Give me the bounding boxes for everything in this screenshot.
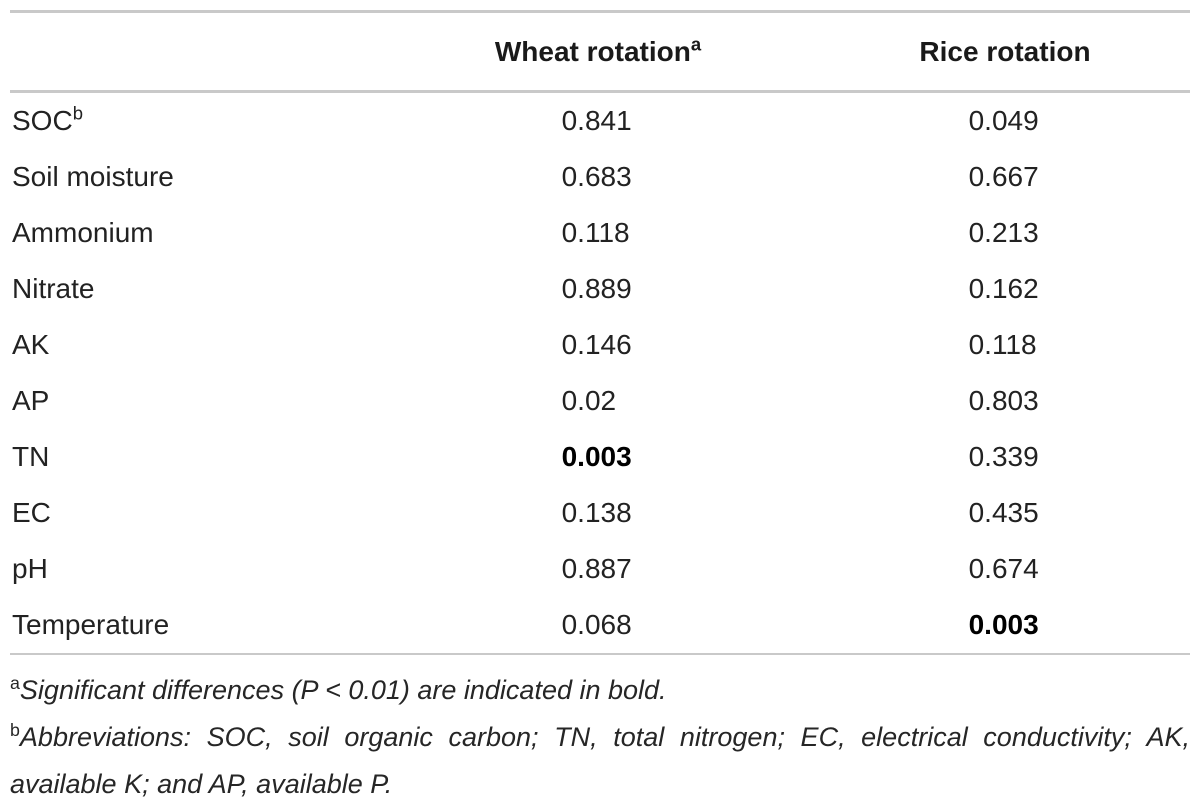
table-row: Nitrate 0.889 0.162 — [10, 261, 1190, 317]
footnote-b-superscript: b — [10, 720, 20, 740]
wheat-rotation-superscript: a — [690, 33, 702, 55]
p-value: 0.435 — [968, 497, 1039, 528]
row-label: EC — [12, 497, 51, 528]
rice-value-cell: 0.667 — [820, 149, 1190, 205]
wheat-value-cell: 0.889 — [376, 261, 820, 317]
p-value: 0.068 — [561, 609, 632, 640]
table-body: SOCb 0.841 0.049 Soil moisture 0.683 0.667 Amm… — [10, 92, 1190, 655]
wheat-value-cell: 0.683 — [376, 149, 820, 205]
row-label: Temperature — [12, 609, 170, 640]
row-label-superscript: b — [72, 102, 83, 124]
p-value: 0.889 — [561, 273, 632, 304]
wheat-value-cell: 0.887 — [376, 541, 820, 597]
footnote-a-superscript: a — [10, 673, 20, 693]
table-row: AP 0.02 0.803 — [10, 373, 1190, 429]
p-value: 0.674 — [968, 553, 1039, 584]
rice-value-cell: 0.674 — [820, 541, 1190, 597]
wheat-rotation-label: Wheat rotation — [494, 35, 691, 67]
wheat-value-cell: 0.146 — [376, 317, 820, 373]
rice-value-cell: 0.213 — [820, 205, 1190, 261]
header-row: Wheat rotationa Rice rotation — [10, 11, 1190, 93]
footnote-a: aSignificant differences (P < 0.01) are … — [10, 667, 1190, 714]
row-label: AP — [12, 385, 50, 416]
p-value: 0.162 — [968, 273, 1039, 304]
p-value: 0.213 — [968, 217, 1039, 248]
p-value: 0.339 — [968, 441, 1039, 472]
statistics-table: Wheat rotationa Rice rotation SOCb 0.841 0… — [10, 10, 1190, 655]
header-cell-wheat-rotation: Wheat rotationa — [376, 11, 820, 93]
row-label: TN — [12, 441, 50, 472]
p-value: 0.003 — [561, 441, 632, 472]
wheat-value-cell: 0.841 — [376, 92, 820, 150]
footnote-b: bAbbreviations: SOC, soil organic carbon… — [10, 714, 1190, 808]
p-value: 0.146 — [561, 329, 632, 360]
rice-value-cell: 0.339 — [820, 429, 1190, 485]
row-label: Soil moisture — [12, 161, 174, 192]
footnotes: aSignificant differences (P < 0.01) are … — [10, 667, 1190, 808]
p-value: 0.841 — [561, 105, 632, 136]
p-value: 0.887 — [561, 553, 632, 584]
p-value: 0.118 — [968, 329, 1037, 360]
wheat-value-cell: 0.118 — [376, 205, 820, 261]
p-value: 0.803 — [968, 385, 1039, 416]
rice-value-cell: 0.435 — [820, 485, 1190, 541]
wheat-value-cell: 0.138 — [376, 485, 820, 541]
row-label: AK — [12, 329, 50, 360]
wheat-value-cell: 0.068 — [376, 597, 820, 654]
row-label: pH — [12, 553, 48, 584]
rice-value-cell: 0.049 — [820, 92, 1190, 150]
rice-rotation-label: Rice rotation — [919, 35, 1091, 67]
table-header: Wheat rotationa Rice rotation — [10, 11, 1190, 93]
p-value: 0.049 — [968, 105, 1039, 136]
rice-value-cell: 0.118 — [820, 317, 1190, 373]
footnote-b-text: Abbreviations: SOC, soil organic carbon;… — [10, 722, 1190, 799]
header-cell-empty — [10, 11, 376, 93]
table-row: Soil moisture 0.683 0.667 — [10, 149, 1190, 205]
p-value: 0.02 — [561, 385, 617, 416]
p-value: 0.118 — [561, 217, 630, 248]
table-row: Ammonium 0.118 0.213 — [10, 205, 1190, 261]
row-label: Nitrate — [12, 273, 95, 304]
row-label: Ammonium — [12, 217, 154, 248]
table-row: EC 0.138 0.435 — [10, 485, 1190, 541]
wheat-value-cell: 0.02 — [376, 373, 820, 429]
row-label: SOCb — [12, 102, 83, 136]
header-cell-rice-rotation: Rice rotation — [820, 11, 1190, 93]
p-value: 0.667 — [968, 161, 1039, 192]
table-row: AK 0.146 0.118 — [10, 317, 1190, 373]
rice-value-cell: 0.162 — [820, 261, 1190, 317]
footnote-a-text: Significant differences (P < 0.01) are i… — [19, 675, 667, 705]
table-row: Temperature 0.068 0.003 — [10, 597, 1190, 654]
rice-value-cell: 0.803 — [820, 373, 1190, 429]
rice-value-cell: 0.003 — [820, 597, 1190, 654]
p-value: 0.138 — [561, 497, 632, 528]
table-row: pH 0.887 0.674 — [10, 541, 1190, 597]
p-value: 0.683 — [561, 161, 632, 192]
wheat-value-cell: 0.003 — [376, 429, 820, 485]
table-row: TN 0.003 0.339 — [10, 429, 1190, 485]
table-row: SOCb 0.841 0.049 — [10, 92, 1190, 150]
p-value: 0.003 — [968, 609, 1039, 640]
